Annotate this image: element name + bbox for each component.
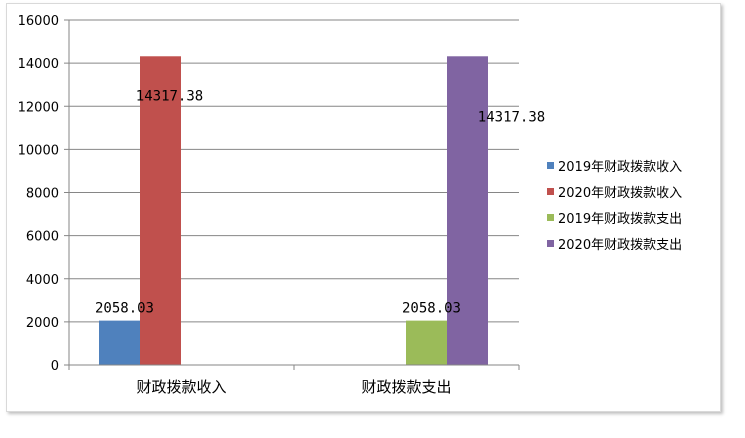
legend-label: 2020年财政拨款支出 <box>558 238 682 253</box>
y-tick-label: 14000 <box>18 57 59 72</box>
bars <box>99 56 488 365</box>
y-tick-label: 16000 <box>18 14 59 29</box>
bar <box>447 56 488 365</box>
bar <box>140 56 181 365</box>
legend-swatch <box>547 162 554 169</box>
legend-swatch <box>547 188 554 195</box>
bar <box>99 320 140 365</box>
x-axis: 财政拨款收入 财政拨款支出 <box>68 364 520 396</box>
data-label: 2058.03 <box>402 301 461 317</box>
data-label: 14317.38 <box>478 109 545 125</box>
x-category-label: 财政拨款收入 <box>136 378 226 396</box>
y-tick-label: 12000 <box>18 100 59 115</box>
y-axis: 0 2000 4000 6000 8000 10000 12000 14000 16000 <box>18 14 70 374</box>
y-tick-label: 4000 <box>26 273 59 288</box>
data-label: 2058.03 <box>95 301 154 317</box>
y-tick-label: 10000 <box>18 143 59 158</box>
legend-swatch <box>547 240 554 247</box>
legend-label: 2019年财政拨款支出 <box>558 212 682 227</box>
legend: 2019年财政拨款收入 2020年财政拨款收入 2019年财政拨款支出 2020年财政… <box>547 160 682 253</box>
y-tick-label: 8000 <box>26 187 59 202</box>
legend-swatch <box>547 214 554 221</box>
legend-label: 2020年财政拨款收入 <box>558 186 682 201</box>
data-label: 14317.38 <box>136 88 203 104</box>
data-labels: 2058.03 14317.38 2058.03 14317.38 <box>95 88 545 316</box>
x-category-label: 财政拨款支出 <box>361 378 451 396</box>
y-tick-label: 0 <box>51 359 59 374</box>
bar <box>406 320 447 365</box>
y-tick-label: 2000 <box>26 316 59 331</box>
y-tick-label: 6000 <box>26 230 59 245</box>
legend-label: 2019年财政拨款收入 <box>558 160 682 175</box>
